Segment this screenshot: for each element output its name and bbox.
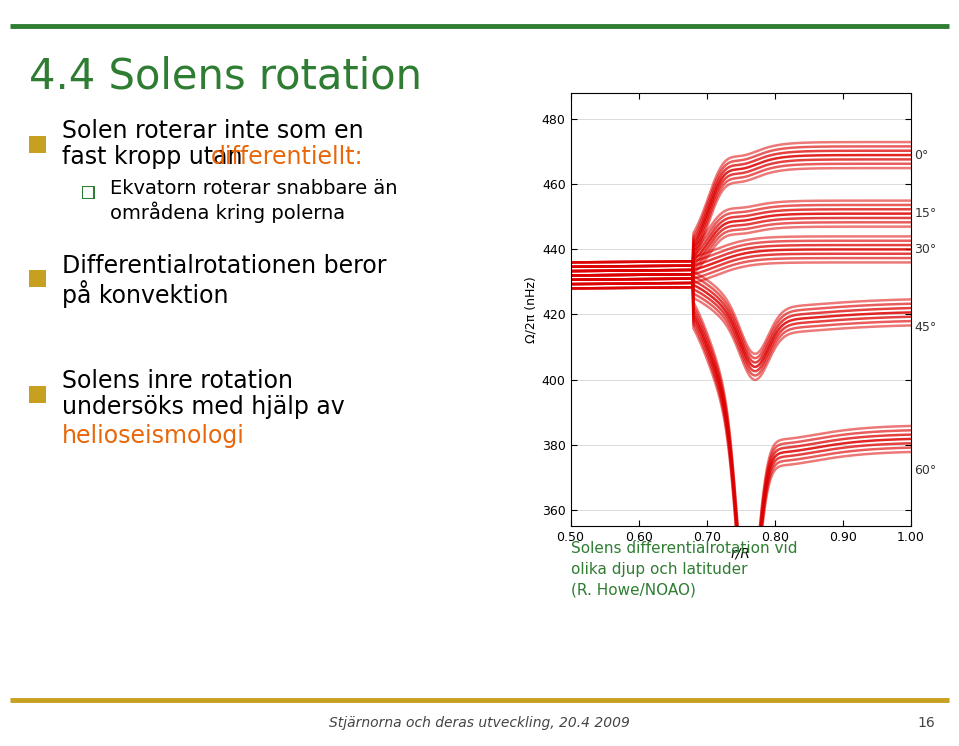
Text: 60°: 60° bbox=[915, 464, 937, 477]
Y-axis label: Ω/2π (nHz): Ω/2π (nHz) bbox=[525, 276, 538, 343]
Text: på konvektion: på konvektion bbox=[62, 280, 229, 307]
Text: differentiellt:: differentiellt: bbox=[211, 145, 363, 169]
Text: 30°: 30° bbox=[915, 243, 937, 256]
Text: 0°: 0° bbox=[915, 148, 929, 162]
Text: områdena kring polerna: områdena kring polerna bbox=[110, 201, 345, 223]
Text: Stjärnorna och deras utveckling, 20.4 2009: Stjärnorna och deras utveckling, 20.4 20… bbox=[329, 715, 630, 730]
Text: Ekvatorn roterar snabbare än: Ekvatorn roterar snabbare än bbox=[110, 179, 398, 198]
Text: 15°: 15° bbox=[915, 207, 937, 220]
Text: undersöks med hjälp av: undersöks med hjälp av bbox=[62, 395, 345, 419]
Text: fast kropp utan: fast kropp utan bbox=[62, 145, 250, 169]
Text: 45°: 45° bbox=[915, 321, 937, 334]
Text: Solen roterar inte som en: Solen roterar inte som en bbox=[62, 119, 364, 143]
Text: 4.4 Solens rotation: 4.4 Solens rotation bbox=[29, 56, 422, 98]
Text: Differentialrotationen beror: Differentialrotationen beror bbox=[62, 254, 386, 278]
Text: Solens inre rotation: Solens inre rotation bbox=[62, 369, 293, 393]
Text: Solens differentialrotation vid
olika djup och latituder
(R. Howe/NOAO): Solens differentialrotation vid olika dj… bbox=[571, 541, 797, 598]
Text: 16: 16 bbox=[917, 715, 935, 730]
Text: helioseismologi: helioseismologi bbox=[62, 424, 246, 448]
X-axis label: r/R: r/R bbox=[731, 547, 751, 560]
